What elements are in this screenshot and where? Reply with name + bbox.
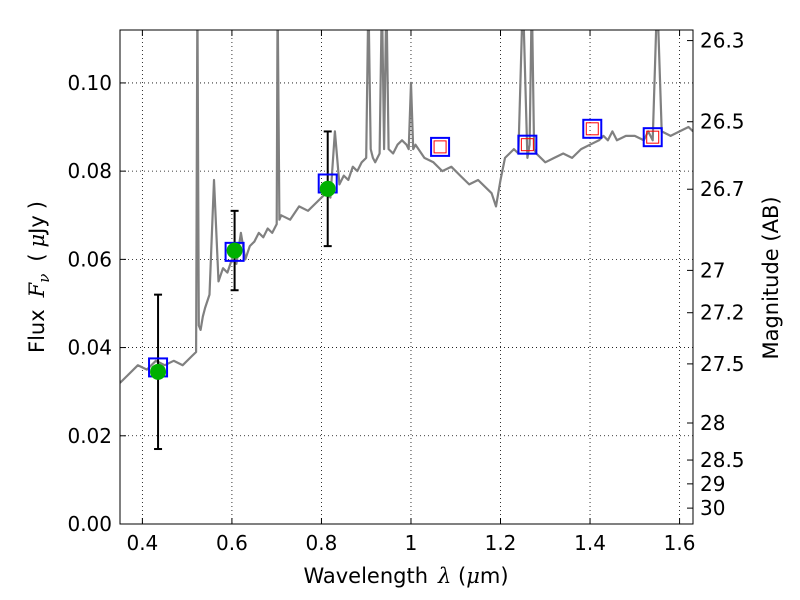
magnitude-tick-label: 30 [700,496,725,520]
x-tick-label: 1.2 [485,531,517,555]
magnitude-tick-label: 29 [700,472,725,496]
x-tick-label: 0.4 [126,531,158,555]
data-layer [120,30,693,451]
magnitude-tick-label: 27.5 [700,352,745,376]
upper-limit-marker [433,140,447,154]
x-tick-label: 1.4 [574,531,606,555]
y-tick-label: 0.06 [67,247,112,271]
axes: 0.4 0.6 0.8 1 1.2 1.4 1.6 0.00 0.02 0.04 0.06 0.08 0… [67,29,744,555]
x-tick-label: 1.6 [664,531,696,555]
magnitude-tick-label: 26.3 [700,29,745,53]
y-tick-label: 0.08 [67,159,112,183]
model-spectrum-line [120,30,693,384]
model-photometry-marker [517,134,538,155]
y-tick-label: 0.00 [67,512,112,536]
upper-limit-marker [520,138,534,152]
x-tick-label: 0.6 [216,531,248,555]
y-tick-label: 0.04 [67,336,112,360]
magnitude-tick-label: 27.2 [700,301,745,325]
magnitude-tick-label: 28.5 [700,448,745,472]
observed-point [319,180,336,197]
magnitude-tick-label: 26.5 [700,110,745,134]
plot-frame [119,29,694,525]
upper-limit-marker [646,130,660,144]
x-tick-label: 1 [405,531,418,555]
model-photometry-marker [430,136,451,157]
upper-limit-marker [585,122,599,136]
magnitude-tick-label: 28 [700,411,725,435]
plot-background [120,30,693,524]
x-axis-label: Wavelength λ (μm) [303,564,508,588]
y-axis-label: FluxFν(μJy) [25,201,53,353]
magnitude-tick-label: 27 [700,258,725,282]
magnitude-tick-label: 26.7 [700,177,745,201]
y-tick-label: 0.10 [67,71,112,95]
observed-point [150,363,167,380]
model-photometry-marker [582,118,603,139]
y2-axis-label: Magnitude (AB) [759,196,783,359]
x-tick-label: 0.8 [306,531,338,555]
model-photometry-marker [642,127,663,148]
y-tick-label: 0.02 [67,424,112,448]
observed-point [226,242,243,259]
